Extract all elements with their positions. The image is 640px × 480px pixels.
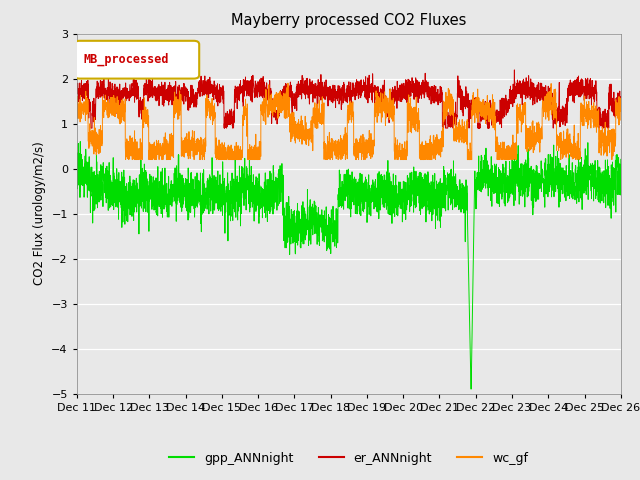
Title: Mayberry processed CO2 Fluxes: Mayberry processed CO2 Fluxes (231, 13, 467, 28)
er_ANNnight (87, 125, 95, 131)
er_ANNnight (617, 98, 625, 104)
er_ANNnight (189, 93, 197, 98)
gpp_ANNnight (467, 386, 475, 392)
gpp_ANNnight (73, 164, 81, 170)
wc_gf (566, 138, 573, 144)
wc_gf (617, 96, 625, 101)
gpp_ANNnight (617, 156, 625, 162)
wc_gf (73, 113, 81, 119)
er_ANNnight (511, 67, 518, 73)
gpp_ANNnight (225, 188, 233, 194)
wc_gf (284, 80, 292, 86)
er_ANNnight (617, 101, 625, 107)
gpp_ANNnight (412, 205, 419, 211)
gpp_ANNnight (402, 180, 410, 185)
wc_gf (189, 149, 197, 155)
wc_gf (617, 117, 625, 123)
Y-axis label: CO2 Flux (urology/m2/s): CO2 Flux (urology/m2/s) (33, 142, 45, 286)
Line: gpp_ANNnight: gpp_ANNnight (77, 142, 621, 389)
gpp_ANNnight (617, 170, 625, 176)
gpp_ANNnight (566, 163, 573, 168)
Line: wc_gf: wc_gf (77, 83, 621, 159)
gpp_ANNnight (76, 139, 84, 144)
wc_gf (412, 122, 419, 128)
er_ANNnight (73, 86, 81, 92)
wc_gf (225, 156, 233, 161)
wc_gf (402, 152, 410, 157)
Text: MB_processed: MB_processed (84, 53, 170, 66)
FancyBboxPatch shape (74, 41, 199, 79)
Legend: gpp_ANNnight, er_ANNnight, wc_gf: gpp_ANNnight, er_ANNnight, wc_gf (164, 447, 533, 469)
gpp_ANNnight (189, 202, 197, 208)
wc_gf (125, 156, 132, 162)
er_ANNnight (412, 85, 419, 91)
Line: er_ANNnight: er_ANNnight (77, 70, 621, 128)
er_ANNnight (566, 80, 573, 86)
er_ANNnight (402, 87, 410, 93)
er_ANNnight (225, 113, 233, 119)
